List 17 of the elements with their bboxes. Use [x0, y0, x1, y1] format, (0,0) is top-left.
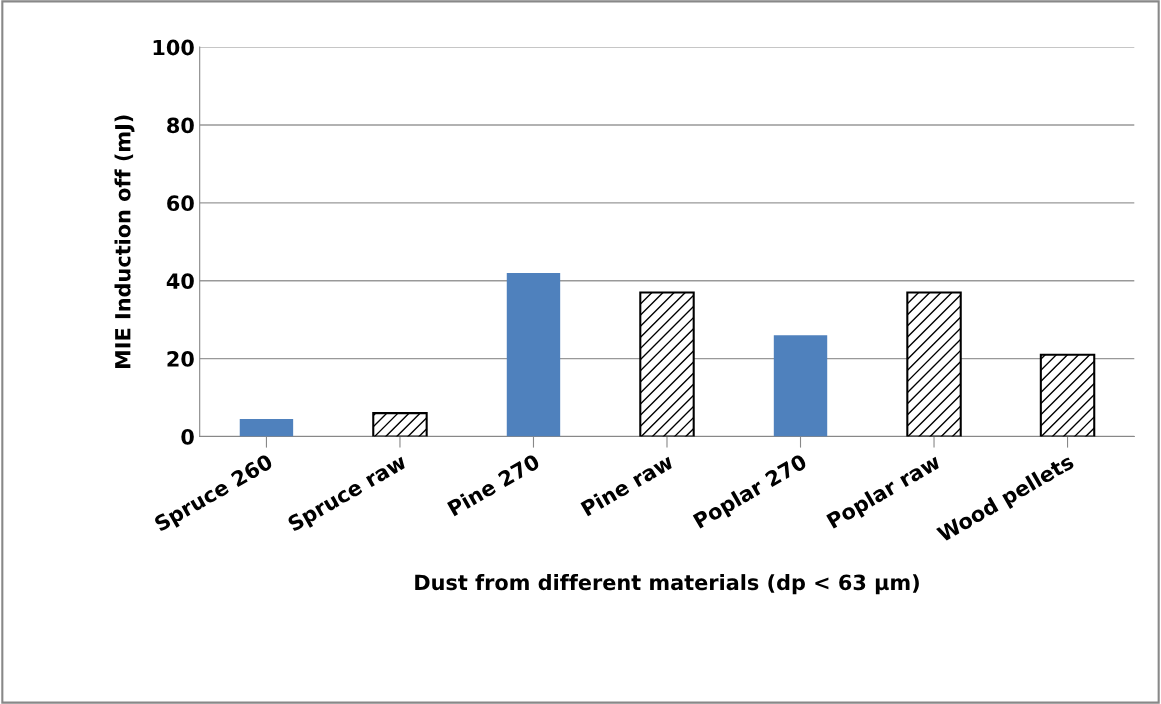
bar [506, 272, 561, 437]
bar [1039, 353, 1096, 437]
bar [372, 412, 428, 437]
y-tick-label: 20 [167, 351, 194, 367]
bar [639, 291, 695, 437]
bar [773, 335, 828, 437]
y-tick-label: 0 [181, 428, 194, 445]
y-tick-label: 80 [167, 117, 194, 134]
x-tick-label: Pine 270 [446, 452, 541, 517]
bar [239, 418, 294, 437]
y-axis-title: MIE Induction off (mJ) [114, 115, 135, 369]
y-tick-label: 40 [166, 273, 194, 289]
x-axis-title: Dust from different materials (dp < 63 µm) [415, 574, 919, 595]
bar [906, 291, 962, 437]
x-tick-label: Pine raw [580, 452, 675, 517]
y-tick-label: 100 [153, 39, 194, 56]
y-tick-label: 60 [167, 195, 194, 212]
